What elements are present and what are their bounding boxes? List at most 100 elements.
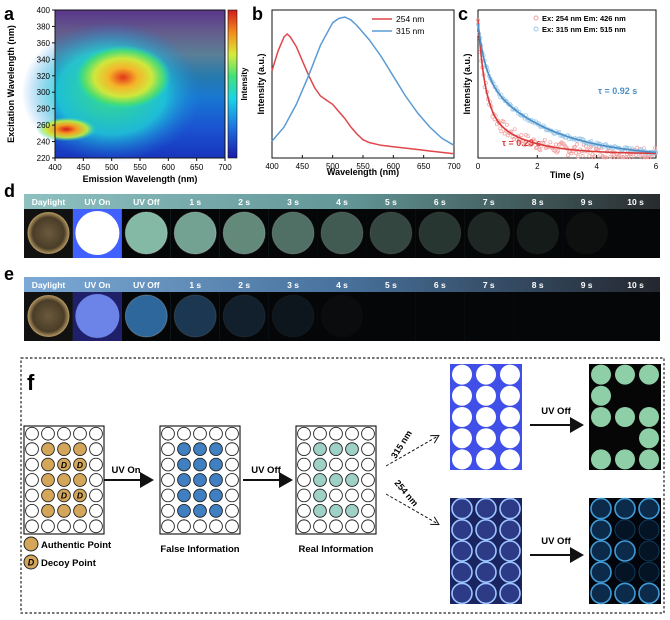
strip-d-label: 10 s bbox=[627, 197, 644, 207]
strip-e-disk bbox=[173, 294, 217, 338]
decay-point-254 bbox=[494, 122, 499, 127]
photo-254-off-well bbox=[638, 540, 660, 562]
plate-3-well bbox=[329, 473, 343, 487]
plate-3-well bbox=[297, 457, 311, 472]
plate-1-well bbox=[89, 504, 103, 518]
spectra-xlabel: Wavelength (nm) bbox=[327, 167, 399, 177]
plate-2-well bbox=[225, 519, 239, 534]
photo-315-on-well bbox=[500, 407, 520, 427]
legend-marker-315 bbox=[533, 26, 539, 32]
label-315-nm: 315 nm bbox=[389, 429, 414, 461]
decay-point-254 bbox=[587, 153, 592, 158]
heatmap-ytick-label: 240 bbox=[37, 138, 51, 147]
photo-315-uv-on bbox=[450, 364, 522, 470]
plate-3-well bbox=[297, 504, 311, 518]
decay-point-254 bbox=[499, 129, 504, 134]
plate-2-well bbox=[161, 473, 175, 487]
plate-1-well bbox=[57, 457, 71, 472]
decay-point-254 bbox=[504, 122, 509, 127]
decay-point-254 bbox=[647, 155, 652, 160]
plate-1-decoy-letter: D bbox=[77, 460, 83, 470]
spectrum-line-315 bbox=[271, 16, 455, 146]
photo-315-on-well bbox=[452, 449, 472, 470]
strip-d-frame-bg bbox=[611, 209, 660, 258]
photo-254-on-well bbox=[499, 497, 521, 520]
photo-254-on-well bbox=[475, 561, 497, 584]
caption-real-information: Real Information bbox=[299, 544, 374, 555]
plate-1-well bbox=[57, 426, 71, 441]
photo-315-off-well bbox=[639, 428, 659, 449]
photo-254-on-well bbox=[499, 561, 521, 584]
strip-e-frame-bg bbox=[611, 292, 660, 341]
plate-1-well bbox=[41, 457, 55, 472]
plate-3-well bbox=[345, 457, 359, 472]
heatmap-xtick-label: 400 bbox=[48, 163, 62, 172]
decay-point-254 bbox=[557, 142, 562, 147]
tau-label-315: τ = 0.92 s bbox=[598, 86, 637, 96]
heatmap-ytick-label: 300 bbox=[37, 88, 51, 97]
plate-2-well bbox=[193, 457, 207, 472]
photo-254-on-well bbox=[451, 497, 473, 520]
plate-1-well bbox=[73, 473, 87, 487]
heatmap-xtick-label: 450 bbox=[77, 163, 91, 172]
strip-e-frame-bg bbox=[464, 292, 514, 341]
plate-3-well bbox=[313, 442, 327, 456]
spectrum-line-254 bbox=[271, 32, 455, 155]
strip-e-frame-bg bbox=[562, 292, 612, 341]
plate-2-well bbox=[193, 488, 207, 503]
strip-e-label: 3 s bbox=[287, 280, 299, 290]
photo-315-on-well bbox=[500, 385, 520, 406]
plate-2-well bbox=[161, 442, 175, 456]
strip-d-disk bbox=[369, 211, 413, 255]
strip-e-disk bbox=[124, 294, 168, 338]
photo-315-off-well bbox=[639, 364, 659, 385]
decay-fit-254 bbox=[477, 19, 656, 155]
plate-3-well bbox=[345, 519, 359, 534]
arrow-uv-off-label: UV Off bbox=[251, 465, 281, 476]
plate-2-well bbox=[193, 473, 207, 487]
plate-1-well bbox=[41, 473, 55, 487]
plate-2-well bbox=[177, 504, 191, 518]
decay-point-254 bbox=[629, 155, 634, 160]
decay-fits bbox=[477, 19, 657, 155]
photo-254-off-well bbox=[590, 497, 612, 520]
plate-1-well bbox=[41, 488, 55, 503]
heatmap-xtick-label: 600 bbox=[162, 163, 176, 172]
photo-315-uv-off bbox=[589, 364, 661, 470]
photo-315-off-well bbox=[591, 407, 611, 427]
panel-e: e Daylight UV On UV Off 1 s 2 s 3 s 4 s 5 s 6 s 7… bbox=[4, 264, 660, 341]
decay-point-254 bbox=[506, 133, 510, 138]
strip-d-daylight-disk bbox=[27, 212, 70, 254]
strip-d-disk bbox=[516, 212, 559, 254]
photo-315-off-well bbox=[591, 364, 611, 385]
photo-254-on-well bbox=[451, 582, 473, 605]
strip-e-label: 8 s bbox=[532, 280, 544, 290]
plate-3-well bbox=[329, 504, 343, 518]
strip-d-disk bbox=[173, 211, 217, 255]
legend-label-ex315: Ex: 315 nm Em: 515 nm bbox=[542, 25, 626, 34]
photo-315-off-well bbox=[615, 364, 635, 385]
plate-1-well bbox=[25, 426, 39, 441]
spectra-xtick-label: 600 bbox=[387, 162, 401, 171]
decay-point-254 bbox=[514, 137, 519, 142]
spectra-ticks: 400 450 500 550 600 650 700 bbox=[265, 155, 461, 171]
decay-xtick-label: 0 bbox=[476, 162, 481, 171]
plate-2-well bbox=[177, 426, 191, 441]
strip-d-disk bbox=[124, 211, 168, 255]
strip-d-disk bbox=[467, 211, 511, 255]
strip-e-frame-bg bbox=[366, 292, 416, 341]
plate-3-well bbox=[313, 488, 327, 503]
legend-authentic-label: Authentic Point bbox=[41, 540, 112, 551]
arrow-uv-off-top-label: UV Off bbox=[541, 406, 571, 417]
strip-d-label: UV Off bbox=[133, 197, 160, 207]
decay-point-254 bbox=[575, 142, 579, 147]
strip-d-disk bbox=[418, 211, 462, 255]
plate-1-decoy-letter: D bbox=[77, 491, 83, 501]
plate-2-well bbox=[161, 488, 175, 503]
decay-point-254 bbox=[603, 155, 608, 160]
panel-label-e: e bbox=[4, 264, 14, 284]
heatmap-xlabel: Emission Wavelength (nm) bbox=[83, 174, 198, 184]
photo-315-off-well bbox=[639, 449, 659, 470]
plate-2-well bbox=[177, 519, 191, 534]
